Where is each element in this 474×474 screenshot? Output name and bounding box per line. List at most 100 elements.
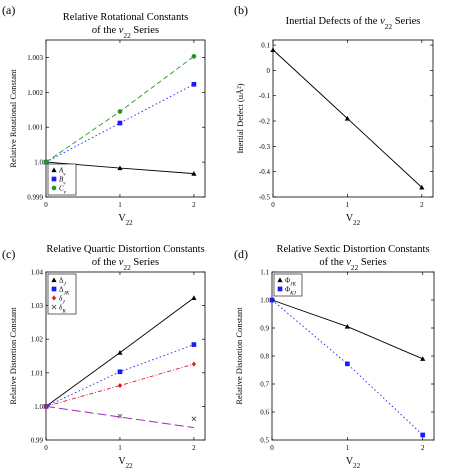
legend-marker bbox=[51, 304, 57, 310]
data-point bbox=[43, 159, 49, 165]
series-line bbox=[45, 363, 195, 407]
data-point bbox=[191, 361, 196, 367]
series-line bbox=[271, 299, 423, 360]
y-tick-label: -0.1 bbox=[259, 92, 271, 100]
legend-marker bbox=[51, 185, 57, 191]
data-point bbox=[117, 413, 123, 419]
y-tick-label: -0.3 bbox=[259, 143, 271, 151]
legend-label: Av bbox=[58, 167, 66, 178]
data-point bbox=[191, 416, 197, 422]
data-point bbox=[419, 184, 425, 190]
chart-panel-4: (d) Relative Sextic Distortion Constants o… bbox=[234, 244, 435, 470]
y-tick-label: 0.6 bbox=[260, 409, 269, 417]
y-tick-label: 0.8 bbox=[260, 353, 269, 361]
chart-title: Relative Quartic Distortion Constants bbox=[46, 244, 204, 255]
x-axis-label: V22 bbox=[118, 213, 133, 227]
data-point bbox=[117, 350, 123, 355]
y-axis-label: Relative Distortion Constant bbox=[8, 307, 18, 405]
y-tick-label: 0.9 bbox=[260, 325, 269, 333]
y-axis-label: Inertial Defect (uÅ²) bbox=[235, 83, 245, 153]
legend-label: δJ bbox=[59, 295, 65, 306]
x-axis-label: V22 bbox=[118, 456, 133, 470]
y-tick-label: 0.999 bbox=[27, 194, 43, 202]
series-line bbox=[271, 299, 424, 436]
legend-marker bbox=[277, 286, 283, 292]
legend-marker bbox=[51, 167, 57, 173]
chart-subtitle: of the ν22 Series bbox=[92, 257, 159, 272]
y-tick-label: -0.2 bbox=[259, 118, 271, 126]
data-point bbox=[345, 361, 350, 367]
data-point bbox=[270, 47, 276, 52]
y-tick-label: 1.03 bbox=[31, 302, 44, 310]
data-point bbox=[117, 109, 123, 114]
data-point bbox=[269, 297, 275, 303]
chart-subtitle: of the ν22 Series bbox=[92, 25, 159, 40]
y-axis-label: Relative Rotational Constant bbox=[8, 69, 18, 168]
x-tick-label: 0 bbox=[44, 201, 48, 209]
data-point bbox=[420, 432, 426, 438]
data-point bbox=[117, 369, 123, 375]
y-tick-label: 0.1 bbox=[261, 42, 270, 50]
x-tick-label: 1 bbox=[118, 201, 122, 209]
x-tick-label: 0 bbox=[270, 444, 274, 452]
data-point bbox=[191, 342, 197, 347]
plot-frame bbox=[272, 39, 434, 198]
y-tick-label: 1.1 bbox=[260, 269, 269, 277]
x-axis-label: V22 bbox=[346, 456, 361, 470]
x-tick-label: 1 bbox=[346, 444, 350, 452]
y-axis-label: Relative Distortion Constant bbox=[234, 307, 244, 405]
panel-label: (a) bbox=[2, 3, 15, 17]
data-point bbox=[344, 115, 351, 121]
y-tick-label: 0.99 bbox=[31, 437, 44, 445]
legend-label: ΔJK bbox=[59, 286, 70, 297]
data-point bbox=[117, 120, 123, 126]
panel-label: (b) bbox=[234, 3, 248, 17]
legend-label: ΔJ bbox=[59, 277, 67, 288]
data-point bbox=[191, 171, 197, 176]
legend-marker bbox=[51, 277, 57, 283]
y-tick-label: 1.001 bbox=[27, 124, 43, 132]
y-tick-label: -0.4 bbox=[259, 168, 271, 176]
chart-panel-3: (c) Relative Quartic Distortion Constants… bbox=[2, 244, 206, 470]
data-point bbox=[191, 54, 197, 59]
legend-marker bbox=[51, 286, 57, 292]
data-point bbox=[344, 324, 350, 329]
chart-title: Relative Sextic Distortion Constants bbox=[276, 244, 429, 255]
x-tick-label: 2 bbox=[192, 201, 196, 209]
x-tick-label: 0 bbox=[44, 444, 48, 452]
y-tick-label: 0 bbox=[267, 67, 271, 75]
chart-title: Relative Rotational Constants bbox=[63, 12, 188, 23]
y-tick-label: 0.7 bbox=[260, 381, 269, 389]
y-tick-label: 1.0 bbox=[260, 297, 269, 305]
y-tick-label: 1.0 bbox=[34, 159, 43, 167]
legend-label: ΦJK bbox=[285, 277, 296, 288]
y-tick-label: 1.002 bbox=[27, 89, 43, 97]
x-tick-label: 0 bbox=[271, 201, 275, 209]
x-tick-label: 1 bbox=[346, 201, 350, 209]
legend-label: Bv bbox=[59, 176, 66, 187]
legend-label: ΦKJ bbox=[285, 286, 297, 297]
y-tick-label: 1.003 bbox=[27, 54, 43, 62]
chart-panel-1: (a) Relative Rotational Constants of the ν… bbox=[2, 3, 206, 227]
x-tick-label: 2 bbox=[420, 201, 424, 209]
legend-marker bbox=[277, 277, 283, 283]
y-tick-label: -0.5 bbox=[259, 194, 271, 202]
data-point bbox=[117, 165, 123, 171]
legend-marker bbox=[51, 176, 57, 182]
chart-panel-2: (b) Inertial Defects of the ν22 Series 0 1 2… bbox=[234, 3, 434, 227]
data-point bbox=[43, 404, 49, 409]
legend-label: Cv bbox=[59, 185, 67, 196]
plot-frame bbox=[45, 39, 206, 198]
y-tick-label: 0.5 bbox=[260, 437, 269, 445]
x-axis-label: V22 bbox=[346, 213, 361, 227]
data-point bbox=[191, 295, 197, 300]
trend-line bbox=[45, 405, 194, 429]
plot-frame bbox=[45, 271, 206, 441]
data-point bbox=[420, 356, 426, 361]
plot-frame bbox=[271, 271, 435, 441]
y-tick-label: 1.01 bbox=[31, 369, 44, 377]
data-point bbox=[117, 382, 123, 389]
chart-subtitle: of the ν22 Series bbox=[319, 257, 386, 272]
